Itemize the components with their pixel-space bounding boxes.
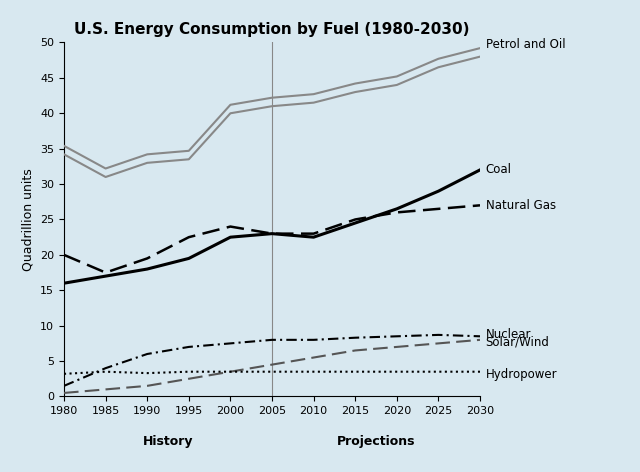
Text: History: History bbox=[143, 435, 193, 448]
Text: Coal: Coal bbox=[486, 163, 511, 177]
Text: Nuclear: Nuclear bbox=[486, 328, 531, 341]
Text: Natural Gas: Natural Gas bbox=[486, 199, 556, 212]
Title: U.S. Energy Consumption by Fuel (1980-2030): U.S. Energy Consumption by Fuel (1980-20… bbox=[74, 22, 470, 37]
Text: Hydropower: Hydropower bbox=[486, 368, 557, 381]
Text: Projections: Projections bbox=[337, 435, 415, 448]
Y-axis label: Quadrillion units: Quadrillion units bbox=[22, 168, 35, 271]
Text: Petrol and Oil: Petrol and Oil bbox=[486, 38, 565, 51]
Text: Solar/Wind: Solar/Wind bbox=[486, 336, 549, 348]
